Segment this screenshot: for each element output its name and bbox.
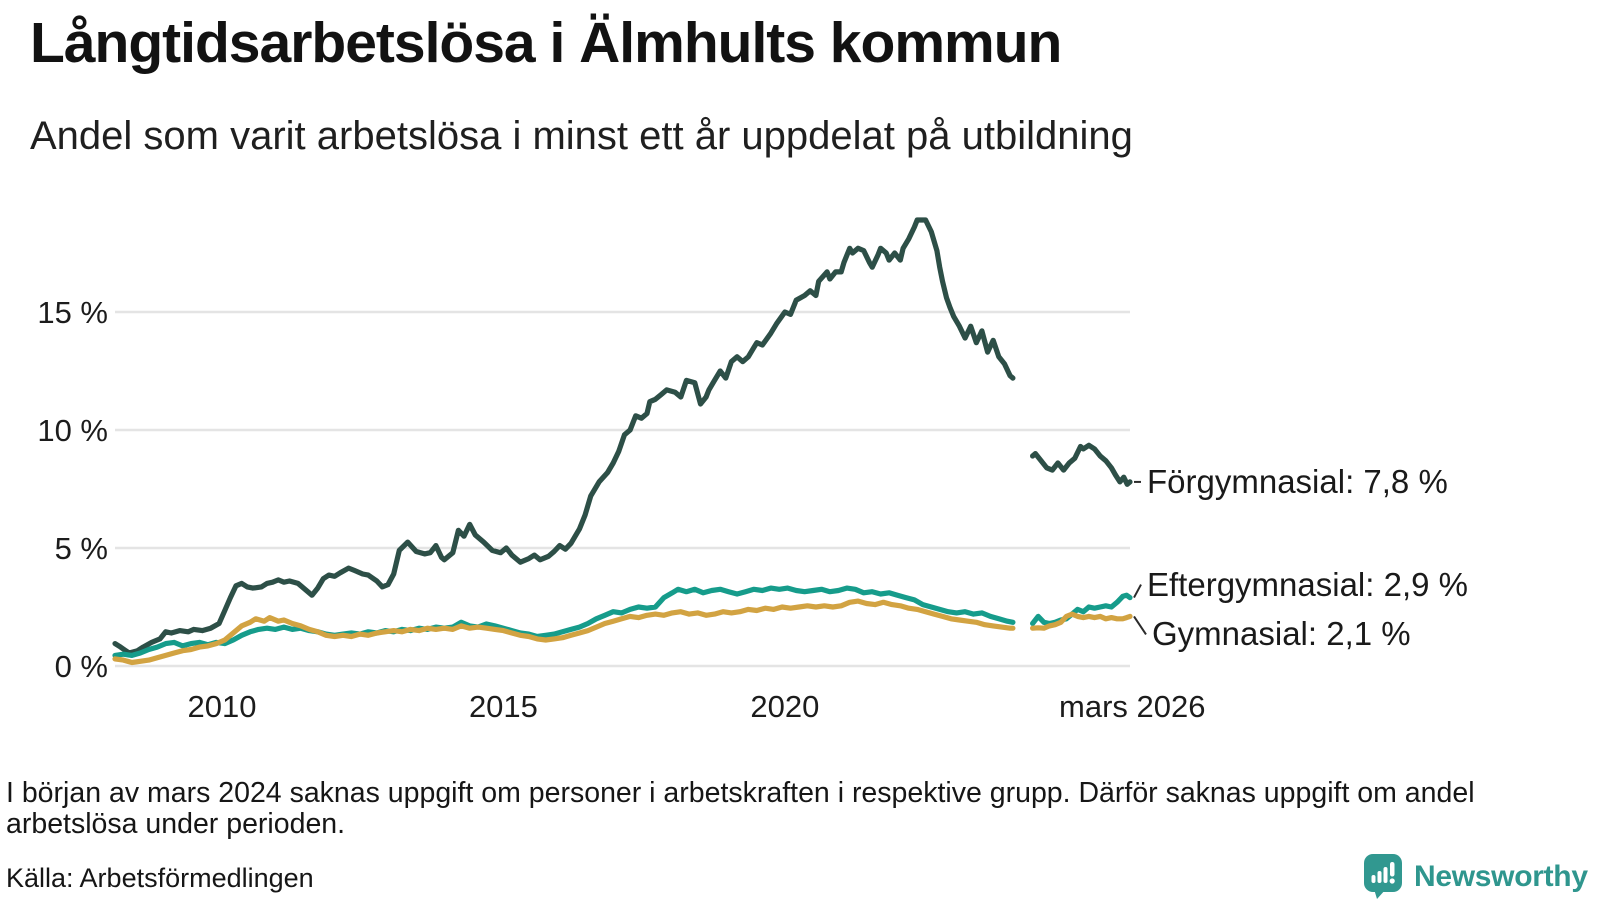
x-tick-label: 2010 [187, 689, 256, 724]
series-line-forgymnasial [112, 217, 1016, 656]
footnote: I början av mars 2024 saknas uppgift om … [6, 777, 1475, 840]
series-line-gymnasial [1030, 611, 1133, 631]
y-tick-label: 5 % [55, 531, 108, 566]
series-label-gymnasial: Gymnasial: 2,1 % [1152, 615, 1411, 653]
series-line-gymnasial [112, 598, 1016, 666]
x-tick-label: mars 2026 [1059, 689, 1205, 724]
series-label-eftergymnasial: Eftergymnasial: 2,9 % [1147, 565, 1468, 603]
y-tick-label: 15 % [37, 295, 108, 330]
label-leader-line [1133, 584, 1142, 599]
newsworthy-chart-bubble-icon [1364, 854, 1402, 899]
source-line: Källa: Arbetsförmedlingen [6, 863, 314, 893]
series-line-eftergymnasial [112, 585, 1016, 658]
newsworthy-wordmark: Newsworthy [1414, 859, 1588, 893]
chart-subtitle: Andel som varit arbetslösa i minst ett å… [30, 114, 1133, 158]
label-leader-line [1133, 615, 1147, 635]
y-tick-label: 0 % [55, 649, 108, 684]
newsworthy-logo: Newsworthy [1363, 853, 1588, 900]
y-tick-label: 10 % [37, 413, 108, 448]
page-title: Långtidsarbetslösa i Älmhults kommun [30, 11, 1062, 75]
x-tick-label: 2020 [750, 689, 819, 724]
series-line-forgymnasial [1030, 442, 1133, 487]
series-label-forgymnasial: Förgymnasial: 7,8 % [1147, 462, 1448, 500]
x-tick-label: 2015 [469, 689, 538, 724]
